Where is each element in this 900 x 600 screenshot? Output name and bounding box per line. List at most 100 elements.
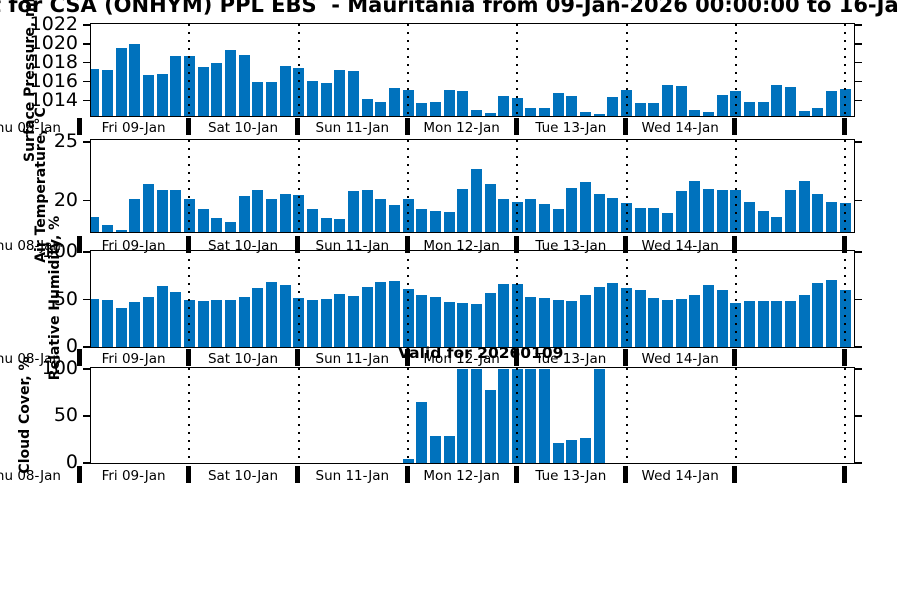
bar [757,211,769,232]
bar [798,294,810,347]
y-tick-label: 1016 [29,69,78,92]
y-tick [855,61,862,64]
day-label: Wed 14-Jan [641,120,719,136]
bar [375,281,387,347]
bar [662,299,674,347]
y-tick-label: 20 [53,188,78,211]
bar [826,91,838,116]
bar [470,369,482,463]
bar [388,280,400,347]
bar [566,96,578,116]
bar [771,216,783,232]
bar [716,95,728,116]
bar [265,81,277,116]
bar [238,195,250,232]
bar [566,439,578,463]
day-gridline [297,24,300,116]
bar [347,191,359,232]
y-tick [83,415,90,417]
day-label: Mon 12-Jan [423,120,500,136]
day-boundary-tick [76,349,82,366]
relative-humidity-plot [90,250,855,348]
bar [279,65,291,116]
bar [593,287,605,347]
bar [429,211,441,232]
bar [484,184,496,232]
day-gridline [297,140,300,232]
bar [375,101,387,116]
bar [197,66,209,116]
bar [634,290,646,347]
day-label: Mon 12-Jan [423,351,500,367]
bar [443,302,455,347]
bar [443,435,455,463]
day-boundary-tick [185,349,191,366]
bar [580,294,592,347]
y-tick-label: 100 [41,357,78,379]
y-tick-label: 1014 [29,88,78,111]
bar [798,180,810,232]
y-tick [855,199,862,201]
day-gridline [297,251,300,347]
day-gridline [734,368,737,463]
bar [798,111,810,116]
day-boundary-tick [732,349,738,366]
bar [361,98,373,116]
day-label: Tue 13-Jan [535,468,607,484]
bar [689,110,701,116]
day-label: Sat 10-Jan [207,120,279,136]
bar [457,303,469,347]
y-tick [83,462,90,464]
bar [539,107,551,116]
bar [91,68,100,116]
day-boundary-tick [295,118,301,135]
bar [593,114,605,116]
bar [265,199,277,232]
bar [142,75,154,116]
bar [675,85,687,116]
day-boundary-tick [623,118,629,135]
day-boundary-tick [76,236,82,253]
bar [279,285,291,347]
bar [416,102,428,116]
day-label: Fri 09-Jan [101,351,166,367]
bar [703,285,715,347]
bar [552,93,564,116]
bar [101,69,113,116]
bar [197,208,209,232]
y-tick [855,24,862,26]
bar [498,369,510,463]
y-tick [83,99,90,102]
day-gridline [625,251,628,347]
bar [525,369,537,463]
bar [306,299,318,347]
day-label: Sun 11-Jan [315,468,390,484]
bar [580,112,592,116]
day-boundary-tick [841,349,847,366]
bar [115,229,127,232]
day-label: Tue 13-Jan [535,120,607,136]
bar [498,96,510,116]
day-boundary-tick [295,349,301,366]
bar [361,287,373,347]
bar [279,193,291,232]
day-label: Sat 10-Jan [207,468,279,484]
day-label: Tue 13-Jan [535,351,607,367]
y-tick-label: 0 [65,451,78,473]
bar [334,293,346,347]
day-boundary-tick [404,118,410,135]
day-gridline [625,368,628,463]
bar [457,91,469,116]
bar [607,198,619,232]
y-tick [83,199,90,201]
day-gridline [188,140,191,232]
bar [703,188,715,232]
day-gridline [407,251,409,347]
day-boundary-tick [513,236,519,253]
bar [129,199,141,232]
bar [320,218,332,232]
y-tick-label: 50 [53,404,78,426]
y-tick [83,368,90,370]
surface-pressure-plot [90,23,855,117]
bar [607,97,619,116]
